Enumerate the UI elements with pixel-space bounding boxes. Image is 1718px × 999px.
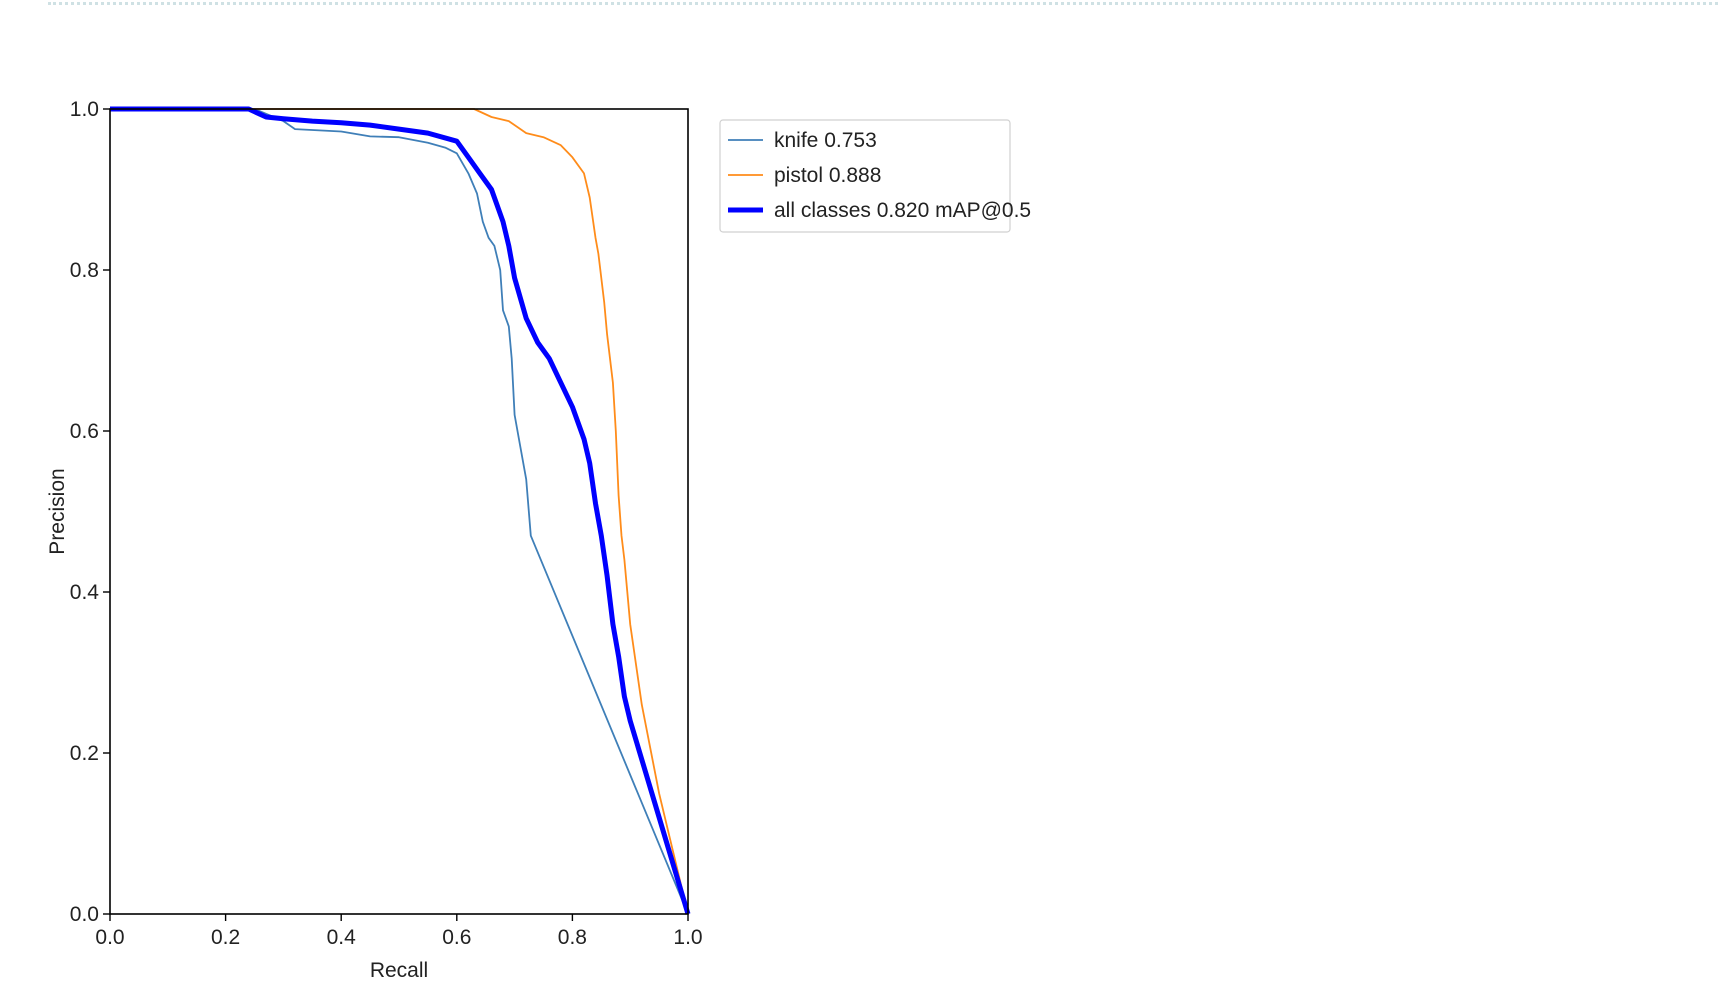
y-tick-label: 1.0 <box>70 98 99 121</box>
plot-frame <box>109 108 689 915</box>
y-tick-label: 0.0 <box>70 903 99 926</box>
legend-entry-label: pistol 0.888 <box>774 164 881 187</box>
y-tick-label: 0.8 <box>70 259 99 282</box>
x-tick-label: 0.4 <box>327 926 357 949</box>
series-line-1 <box>110 108 689 915</box>
y-tick-label: 0.2 <box>70 742 99 765</box>
ticks-layer: 0.0 0.2 0.4 0.6 0.8 1.0 0.0 0.2 0.4 0.6 0.8 1.0 <box>70 98 703 949</box>
legend-box <box>719 119 1011 233</box>
legend-entry-label: knife 0.753 <box>774 129 877 152</box>
x-tick-label: 0.0 <box>95 926 124 949</box>
y-tick-label: 0.6 <box>70 420 99 443</box>
x-axis-label: Recall <box>370 959 428 982</box>
legend-entry-label: all classes 0.820 mAP@0.5 <box>774 199 1031 222</box>
legend: knife 0.753 pistol 0.888 all classes 0.820… <box>719 119 1031 233</box>
y-tick-label: 0.4 <box>70 581 100 604</box>
x-tick-label: 0.8 <box>558 926 587 949</box>
series-line-3 <box>110 106 691 915</box>
x-tick-label: 0.6 <box>442 926 471 949</box>
x-tick-label: 0.2 <box>211 926 240 949</box>
x-tick-label: 1.0 <box>673 926 702 949</box>
y-axis-label: Precision <box>46 468 69 554</box>
series-layer <box>110 106 691 915</box>
series-line-2 <box>110 108 689 915</box>
top-dotted-border <box>48 2 1718 5</box>
